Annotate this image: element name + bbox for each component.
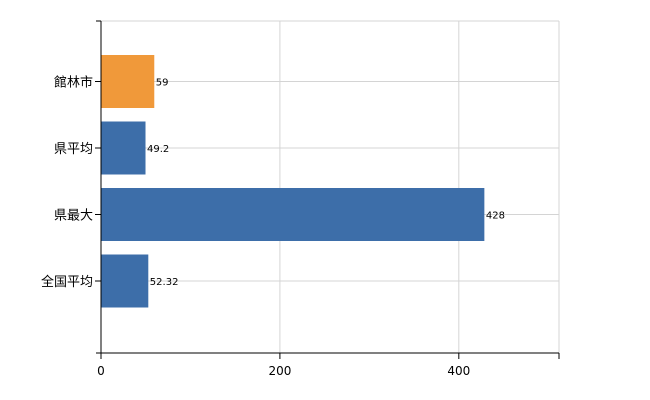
data-label: 52.32 bbox=[150, 277, 179, 288]
bar bbox=[101, 188, 485, 241]
bar bbox=[101, 254, 149, 308]
x-tick-label: 0 bbox=[97, 364, 105, 378]
category-label: 県平均 bbox=[54, 142, 93, 157]
axes bbox=[95, 20, 560, 359]
x-tick-label: 400 bbox=[447, 364, 470, 378]
data-label: 59 bbox=[156, 78, 169, 89]
category-label: 館林市 bbox=[54, 75, 93, 91]
category-label: 全国平均 bbox=[41, 274, 93, 290]
category-label: 県最大 bbox=[54, 209, 93, 224]
grid-lines bbox=[101, 20, 560, 353]
data-label: 428 bbox=[486, 211, 505, 222]
data-label: 49.2 bbox=[147, 144, 169, 155]
bar bbox=[101, 55, 155, 108]
bar bbox=[101, 121, 146, 175]
x-tick-label: 200 bbox=[268, 364, 291, 378]
bars bbox=[101, 55, 485, 308]
